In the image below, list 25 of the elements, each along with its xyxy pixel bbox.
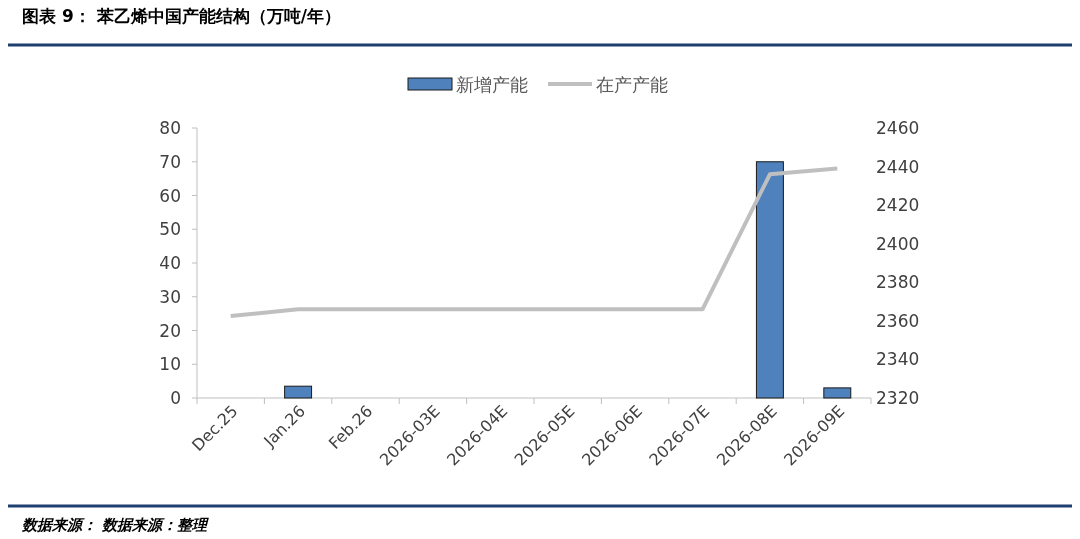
legend-label: 在产产能 <box>596 74 668 95</box>
y2-tick-label: 2400 <box>876 233 920 254</box>
y-tick-label: 50 <box>159 219 181 240</box>
y2-tick-label: 2420 <box>876 195 920 216</box>
y2-tick-label: 2440 <box>876 156 920 177</box>
y-tick-label: 20 <box>159 320 181 341</box>
y-tick-label: 0 <box>170 388 181 408</box>
y-tick-label: 70 <box>159 151 181 172</box>
bar <box>755 161 784 399</box>
bar <box>823 387 852 399</box>
y2-tick-label: 2340 <box>876 349 920 370</box>
source-note: 数据来源： 数据来源：整理 <box>21 516 210 534</box>
y-tick-label: 80 <box>159 118 181 138</box>
chart-title: 图表 9： 苯乙烯中国产能结构（万吨/年） <box>22 6 341 26</box>
y-tick-label: 10 <box>159 354 181 375</box>
y-tick-label: 30 <box>159 286 181 307</box>
y-tick-label: 40 <box>159 253 181 273</box>
y2-tick-label: 2320 <box>876 388 920 408</box>
line-series <box>228 166 840 319</box>
legend-label: 新增产能 <box>456 74 528 95</box>
y2-tick-label: 2460 <box>876 118 920 138</box>
y-tick-label: 60 <box>159 185 181 206</box>
y2-tick-label: 2380 <box>876 272 920 293</box>
y2-tick-label: 2360 <box>876 310 920 331</box>
bar <box>284 385 313 399</box>
